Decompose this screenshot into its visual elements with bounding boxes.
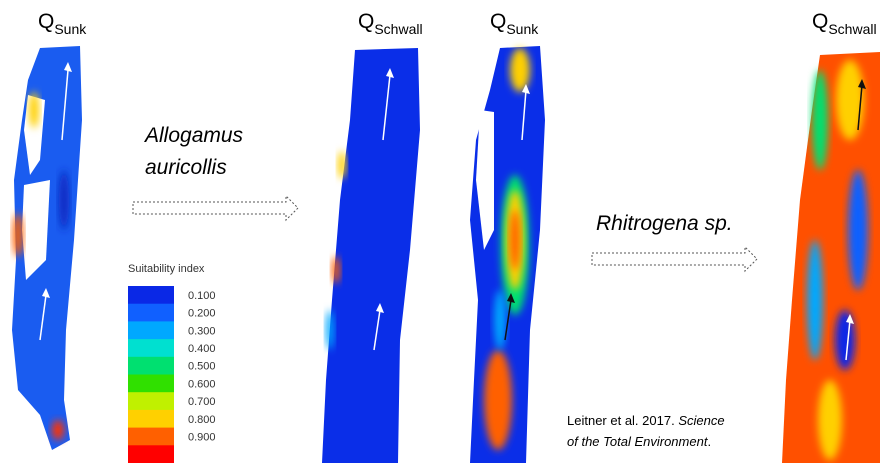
arrow [592, 247, 757, 271]
legend-label: 0.100 [188, 290, 216, 302]
legend-label: 0.700 [188, 396, 216, 408]
legend-swatch [128, 392, 174, 410]
panel-subscript: Sunk [54, 21, 87, 37]
habitat-map [782, 52, 880, 463]
legend-label: 0.900 [188, 431, 216, 443]
legend-label: 0.500 [188, 361, 216, 373]
legend-label: 0.400 [188, 343, 216, 355]
panel-subscript: Schwall [374, 21, 422, 37]
legend-swatch [128, 375, 174, 393]
species-name: auricollis [145, 156, 227, 179]
panel-symbol: Q [490, 10, 506, 33]
legend-swatch [128, 321, 174, 339]
legend-swatch [128, 410, 174, 428]
citation-journal: of the Total Environment [567, 434, 709, 449]
legend-label: 0.600 [188, 378, 216, 390]
habitat-map [470, 46, 545, 463]
legend-swatch [128, 304, 174, 322]
citation-end: . [707, 434, 711, 449]
legend-swatch [128, 428, 174, 446]
arrow [133, 196, 298, 220]
panel-symbol: Q [358, 10, 374, 33]
figure: QSunkQSchwallQSunkQSchwallAllogamusauric… [0, 0, 880, 463]
legend-label: 0.200 [188, 308, 216, 320]
legend-swatch [128, 286, 174, 304]
citation-authors: Leitner et al. 2017. [567, 413, 678, 428]
panel-subscript: Schwall [828, 21, 876, 37]
panel-subscript: Sunk [506, 21, 539, 37]
species-name: Rhitrogena sp. [596, 212, 733, 235]
legend-swatch [128, 339, 174, 357]
legend-label: 0.800 [188, 414, 216, 426]
habitat-map [322, 48, 420, 463]
legend-swatch [128, 445, 174, 463]
citation: of the Total Environment. [567, 434, 711, 449]
panel-symbol: Q [812, 10, 828, 33]
legend-title: Suitability index [128, 263, 205, 275]
citation: Leitner et al. 2017. Science [567, 413, 725, 428]
species-name: Allogamus [143, 124, 244, 147]
legend-label: 0.300 [188, 325, 216, 337]
habitat-map [12, 46, 82, 450]
page: QSunkQSchwallQSunkQSchwallAllogamusauric… [0, 0, 880, 463]
panel-symbol: Q [38, 10, 54, 33]
citation-journal: Science [678, 413, 724, 428]
legend-swatch [128, 357, 174, 375]
